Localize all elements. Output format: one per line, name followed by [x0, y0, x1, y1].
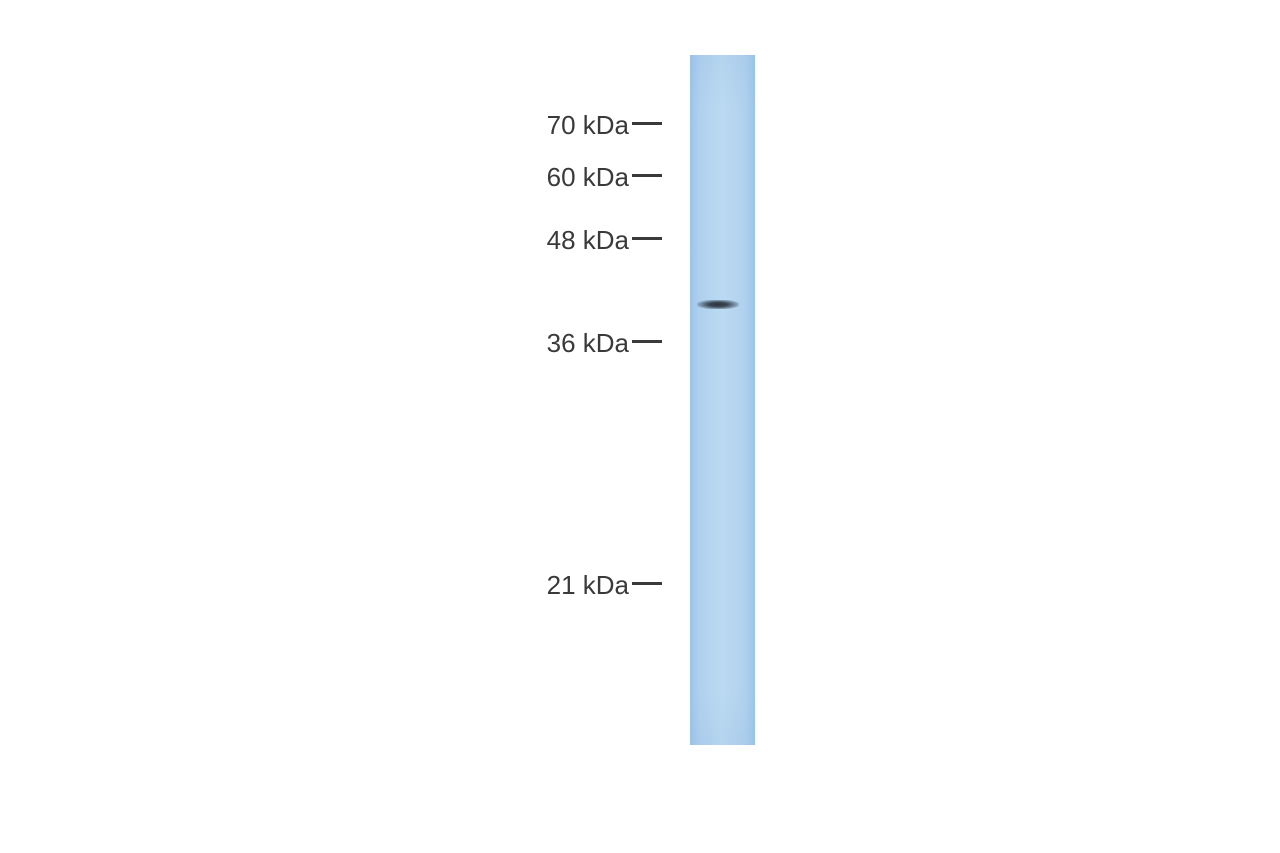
western-blot: 70 kDa 60 kDa 48 kDa 36 kDa 21 kDa: [440, 55, 840, 745]
marker-tick: [632, 237, 662, 240]
marker-text: 70 kDa: [547, 110, 629, 141]
lane-overlay: [690, 55, 755, 745]
blot-lane: [690, 55, 755, 745]
marker-tick: [632, 122, 662, 125]
marker-text: 21 kDa: [547, 570, 629, 601]
marker-tick: [632, 582, 662, 585]
marker-text: 36 kDa: [547, 328, 629, 359]
protein-band: [697, 300, 739, 309]
marker-label: 36 kDa: [547, 328, 662, 359]
marker-label: 21 kDa: [547, 570, 662, 601]
marker-text: 48 kDa: [547, 225, 629, 256]
marker-text: 60 kDa: [547, 162, 629, 193]
marker-tick: [632, 340, 662, 343]
marker-label: 48 kDa: [547, 225, 662, 256]
marker-tick: [632, 174, 662, 177]
marker-label: 70 kDa: [547, 110, 662, 141]
marker-label: 60 kDa: [547, 162, 662, 193]
